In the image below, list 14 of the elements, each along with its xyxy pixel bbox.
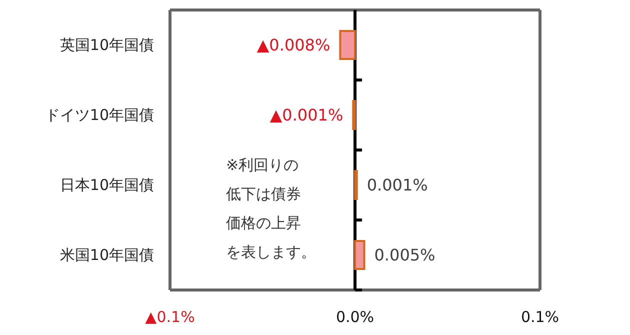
annotation: 0.005% bbox=[374, 246, 436, 264]
y-tick-label: 英国10年国債 bbox=[60, 36, 154, 54]
annotation: 0.001% bbox=[366, 176, 428, 194]
x-tick-label: 0.1% bbox=[520, 308, 560, 326]
x-tick-label: 0.0% bbox=[336, 308, 374, 326]
bar bbox=[354, 240, 366, 270]
annotation: ▲0.008% bbox=[256, 36, 330, 54]
annotation: ※利回りの低下は債券価格の上昇を表します。 bbox=[226, 156, 316, 261]
bar bbox=[339, 30, 356, 60]
y-tick-label: 米国10年国債 bbox=[60, 246, 154, 264]
y-tick-label: 日本10年国債 bbox=[60, 176, 154, 194]
annotation: ▲0.001% bbox=[270, 106, 344, 124]
y-tick-label: ドイツ10年国債 bbox=[44, 106, 154, 124]
x-tick-label: ▲0.1% bbox=[145, 308, 195, 326]
